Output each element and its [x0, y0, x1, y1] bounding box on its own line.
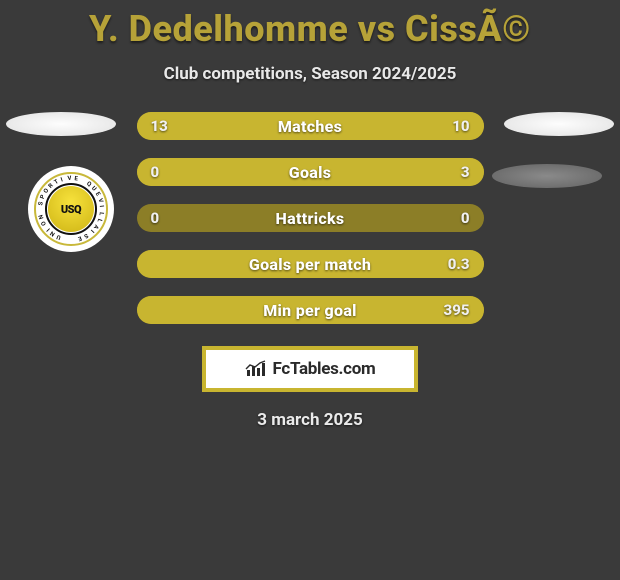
page-title: Y. Dedelhomme vs CissÃ© [0, 0, 620, 50]
bar-chart-icon [245, 360, 267, 378]
brand-text: FcTables.com [273, 359, 376, 379]
badge-inner-ring [45, 183, 97, 235]
comparison-panel: UNION SPORTIVE QUEVILLAISE USQ 13Matches… [0, 112, 620, 324]
stat-bars: 13Matches100Goals30Hattricks0Goals per m… [137, 112, 484, 324]
right-player-ellipse-top [504, 112, 614, 136]
stat-label: Goals [137, 163, 484, 182]
stat-bar: 13Matches10 [137, 112, 484, 140]
stat-label: Goals per match [137, 255, 484, 274]
subtitle: Club competitions, Season 2024/2025 [0, 64, 620, 84]
stat-value-right: 0.3 [448, 255, 470, 273]
stat-value-right: 395 [444, 301, 470, 319]
stat-value-right: 10 [452, 117, 469, 135]
stat-label: Hattricks [137, 209, 484, 228]
stat-bar: 0Goals3 [137, 158, 484, 186]
stat-bar: Min per goal395 [137, 296, 484, 324]
stat-label: Min per goal [137, 301, 484, 320]
left-player-ellipse [6, 112, 116, 136]
stat-value-right: 0 [461, 209, 470, 227]
stat-label: Matches [137, 117, 484, 136]
brand-box[interactable]: FcTables.com [202, 346, 418, 392]
date-text: 3 march 2025 [0, 410, 620, 430]
right-player-ellipse-bottom [492, 164, 602, 188]
stat-value-right: 3 [461, 163, 470, 181]
left-club-badge: UNION SPORTIVE QUEVILLAISE USQ [28, 166, 114, 252]
stat-bar: Goals per match0.3 [137, 250, 484, 278]
stat-bar: 0Hattricks0 [137, 204, 484, 232]
